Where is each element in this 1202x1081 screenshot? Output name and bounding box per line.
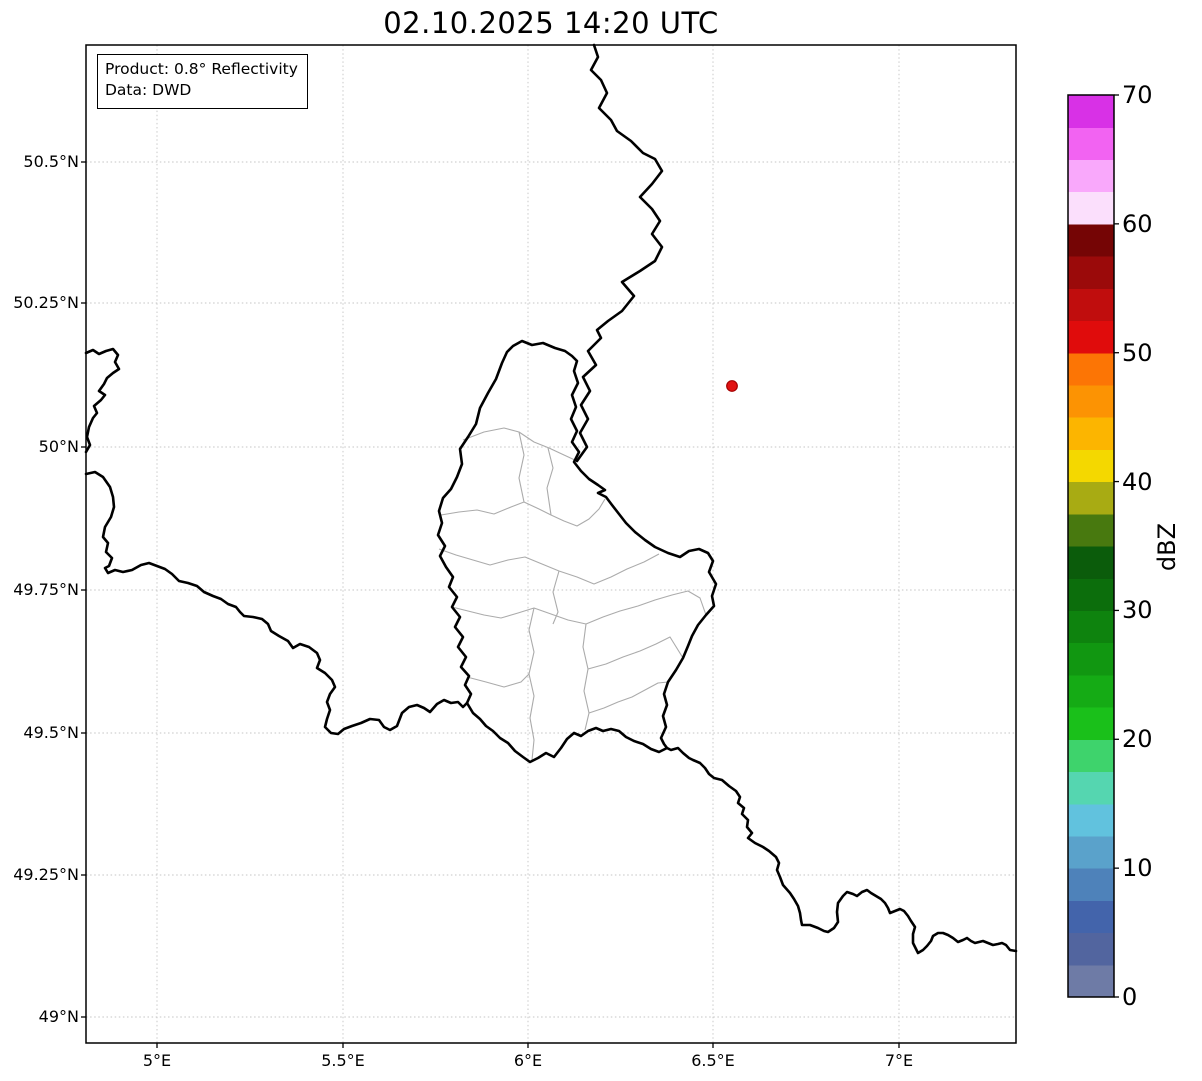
y-tick-label: 50°N [38, 437, 79, 456]
colorbar-band [1068, 352, 1114, 386]
x-tick-label: 6°E [513, 1051, 543, 1070]
plot-frame [85, 44, 1017, 1044]
colorbar-band [1068, 288, 1114, 322]
canton-border [440, 498, 606, 527]
canton-border [451, 590, 707, 625]
country-border [575, 43, 664, 463]
annotation-product-line: Product: 0.8° Reflectivity [105, 60, 298, 78]
canton-border [518, 431, 525, 503]
country-border [84, 347, 121, 454]
colorbar-tick-label: 40 [1122, 467, 1153, 496]
colorbar-tick-label: 50 [1122, 338, 1153, 367]
colorbar-band [1068, 191, 1114, 225]
country-border [84, 470, 469, 736]
canton-border [582, 623, 590, 731]
colorbar-tick-label: 30 [1122, 596, 1153, 625]
x-tick-label: 6.5°E [691, 1051, 735, 1070]
country-border [436, 339, 718, 764]
colorbar-band [1068, 868, 1114, 901]
y-tick-label: 50.25°N [13, 293, 79, 312]
canton-border [587, 636, 684, 670]
colorbar-band [1068, 320, 1114, 354]
colorbar-tick-label: 0 [1122, 983, 1138, 1011]
colorbar-band [1068, 739, 1114, 773]
colorbar-band [1068, 481, 1114, 515]
colorbar-tick-label: 60 [1122, 209, 1153, 238]
y-tick-label: 49.75°N [13, 580, 79, 599]
colorbar-band [1068, 256, 1114, 289]
colorbar-frame [1067, 94, 1115, 998]
annotation-box: Product: 0.8° Reflectivity Data: DWD [97, 54, 308, 109]
colorbar-band [1068, 835, 1114, 869]
x-tick-label: 5°E [142, 1051, 172, 1070]
x-tick-label: 5.5°E [321, 1051, 365, 1070]
colorbar-band [1068, 900, 1114, 934]
plot-title: 02.10.2025 14:20 UTC [383, 6, 719, 40]
colorbar-band [1068, 223, 1114, 257]
country-border [665, 746, 1018, 955]
canton-border [588, 681, 669, 714]
colorbar-band [1068, 384, 1114, 418]
colorbar-band [1068, 964, 1114, 998]
colorbar-band [1068, 642, 1114, 676]
canton-border [552, 570, 560, 625]
colorbar-tick-label: 10 [1122, 854, 1153, 883]
colorbar-tick-label: 20 [1122, 725, 1153, 754]
colorbar-band [1068, 127, 1114, 161]
colorbar-band [1068, 159, 1114, 193]
radar-location-marker [726, 380, 738, 392]
canton-border [462, 427, 578, 462]
y-tick-label: 50.5°N [23, 152, 79, 171]
colorbar-band [1068, 95, 1114, 128]
colorbar-band [1068, 546, 1114, 579]
colorbar-band [1068, 610, 1114, 644]
y-tick-label: 49°N [38, 1007, 79, 1026]
colorbar-band [1068, 674, 1114, 708]
colorbar-tick-label: 70 [1122, 81, 1153, 109]
y-tick-label: 49.5°N [23, 723, 79, 742]
canton-border [438, 548, 660, 585]
colorbar-band [1068, 513, 1114, 547]
canton-border [546, 447, 554, 516]
colorbar-band [1068, 449, 1114, 483]
x-tick-label: 7°E [884, 1051, 914, 1070]
y-tick-label: 49.25°N [13, 865, 79, 884]
colorbar-band [1068, 707, 1114, 740]
canton-border [466, 673, 530, 688]
canton-border [528, 607, 535, 761]
colorbar-band [1068, 578, 1114, 612]
colorbar-axis-label: dBZ [1153, 522, 1181, 572]
colorbar-band [1068, 417, 1114, 450]
annotation-data-line: Data: DWD [105, 81, 192, 100]
colorbar-band [1068, 771, 1114, 805]
colorbar-band [1068, 803, 1114, 837]
colorbar-band [1068, 932, 1114, 966]
